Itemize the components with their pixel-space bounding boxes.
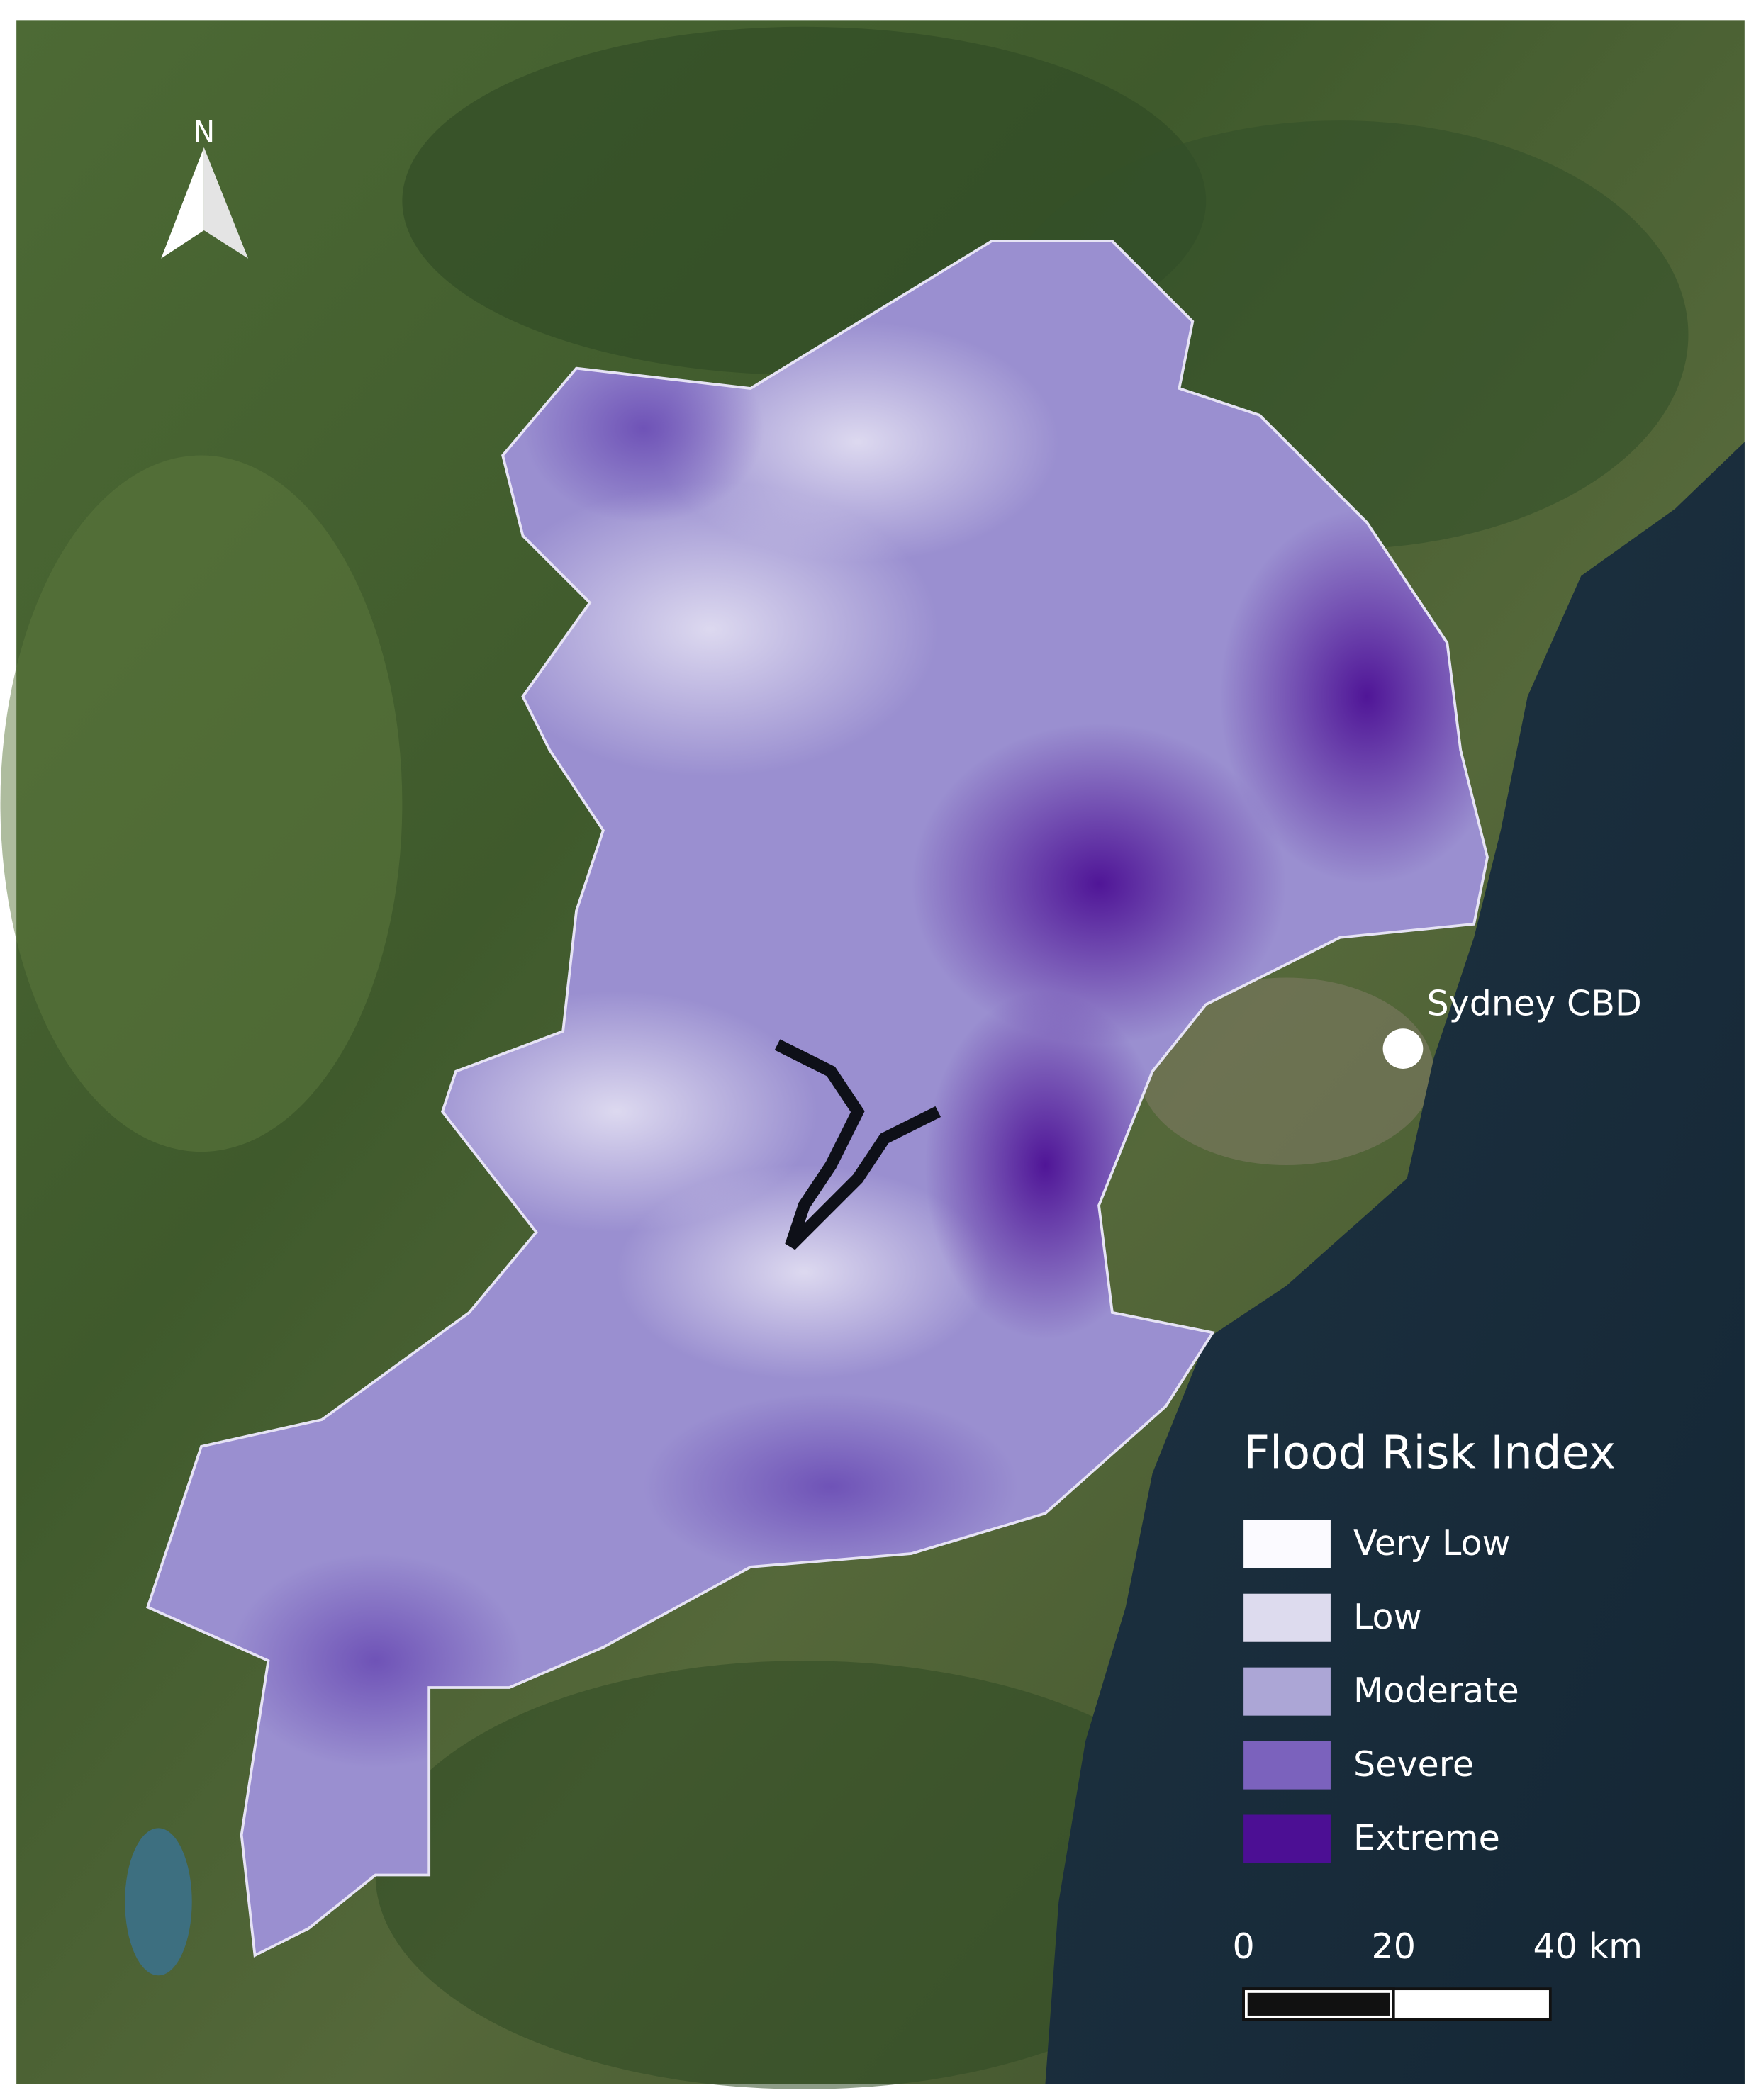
scale-label: 0 [1232,1926,1254,1967]
farmland [0,455,403,1152]
reservoir [774,1039,941,1250]
legend: Flood Risk Index Very Low Low Moderate Seve… [1243,1427,1616,1863]
forest [375,1661,1233,2089]
risk-zone [643,1393,1019,1580]
scale-bar-inner [1244,1990,1392,2018]
scale-bar-black [1242,1987,1395,2021]
legend-swatch [1243,1593,1331,1642]
risk-zone [616,1165,992,1380]
legend-swatch [1243,1667,1331,1716]
legend-title: Flood Risk Index [1243,1427,1616,1480]
legend-swatch [1243,1814,1331,1863]
risk-zone [911,723,1287,1045]
legend-swatch [1243,1741,1331,1790]
legend-label: Very Low [1353,1522,1511,1563]
scale-label: 40 km [1533,1926,1643,1967]
ocean [1045,442,1745,2084]
legend-label: Low [1353,1596,1422,1637]
legend-label: Moderate [1353,1670,1519,1711]
legend-swatch [1243,1520,1331,1568]
legend-label: Extreme [1353,1817,1500,1858]
legend-label: Severe [1353,1744,1474,1785]
risk-zone [415,991,818,1233]
lake [125,1828,192,1976]
scale-label: 20 [1371,1926,1416,1967]
urban [1139,977,1434,1166]
city-label: Sydney CBD [1426,983,1641,1024]
city-marker [1382,1028,1424,1069]
north-label: N [193,114,215,149]
scale-bar: 0 20 40 km [1232,1926,1643,2021]
